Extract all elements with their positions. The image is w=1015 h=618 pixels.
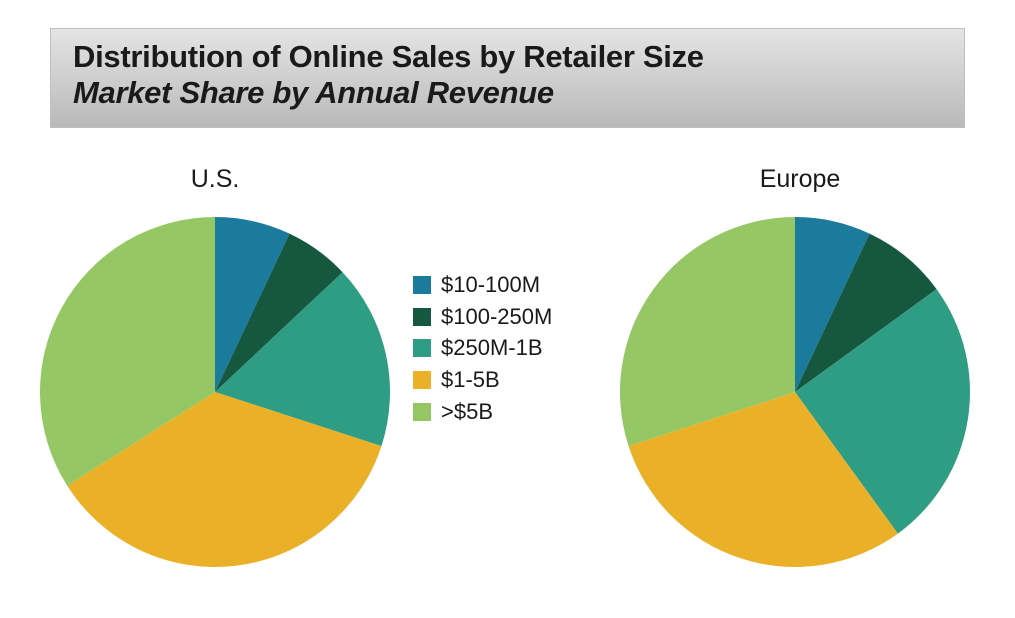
- legend: $10-100M $100-250M $250M-1B $1-5B >$5B: [413, 270, 552, 428]
- legend-item-100-250m: $100-250M: [413, 302, 552, 332]
- legend-label: $1-5B: [441, 365, 500, 395]
- pie-slice-slice-gt-5B: [40, 217, 215, 486]
- legend-swatch: [413, 403, 431, 421]
- legend-swatch: [413, 339, 431, 357]
- header-title: Distribution of Online Sales by Retailer…: [73, 39, 942, 75]
- pie-slice-slice-gt-5B: [620, 217, 795, 446]
- chart-title-europe: Europe: [740, 165, 860, 194]
- legend-item-250m-1b: $250M-1B: [413, 333, 552, 363]
- pie-slice-slice-250M-1B: [215, 272, 390, 446]
- pie-slice-slice-100-250M: [215, 234, 343, 392]
- chart-title-us: U.S.: [165, 165, 265, 194]
- legend-swatch: [413, 308, 431, 326]
- pie-slice-slice-1-5B: [629, 392, 898, 567]
- legend-item-10-100m: $10-100M: [413, 270, 552, 300]
- pie-slice-slice-10-100M: [795, 217, 870, 392]
- legend-swatch: [413, 276, 431, 294]
- legend-swatch: [413, 371, 431, 389]
- legend-label: $10-100M: [441, 270, 540, 300]
- legend-item-gt-5b: >$5B: [413, 397, 552, 427]
- header-box: Distribution of Online Sales by Retailer…: [50, 28, 965, 128]
- header-subtitle: Market Share by Annual Revenue: [73, 75, 942, 111]
- pie-slice-slice-1-5B: [67, 392, 381, 567]
- legend-label: $250M-1B: [441, 333, 543, 363]
- pie-slice-slice-100-250M: [795, 234, 937, 392]
- legend-label: >$5B: [441, 397, 493, 427]
- legend-label: $100-250M: [441, 302, 552, 332]
- pie-slice-slice-10-100M: [215, 217, 290, 392]
- legend-item-1-5b: $1-5B: [413, 365, 552, 395]
- pie-slice-slice-250M-1B: [795, 289, 970, 533]
